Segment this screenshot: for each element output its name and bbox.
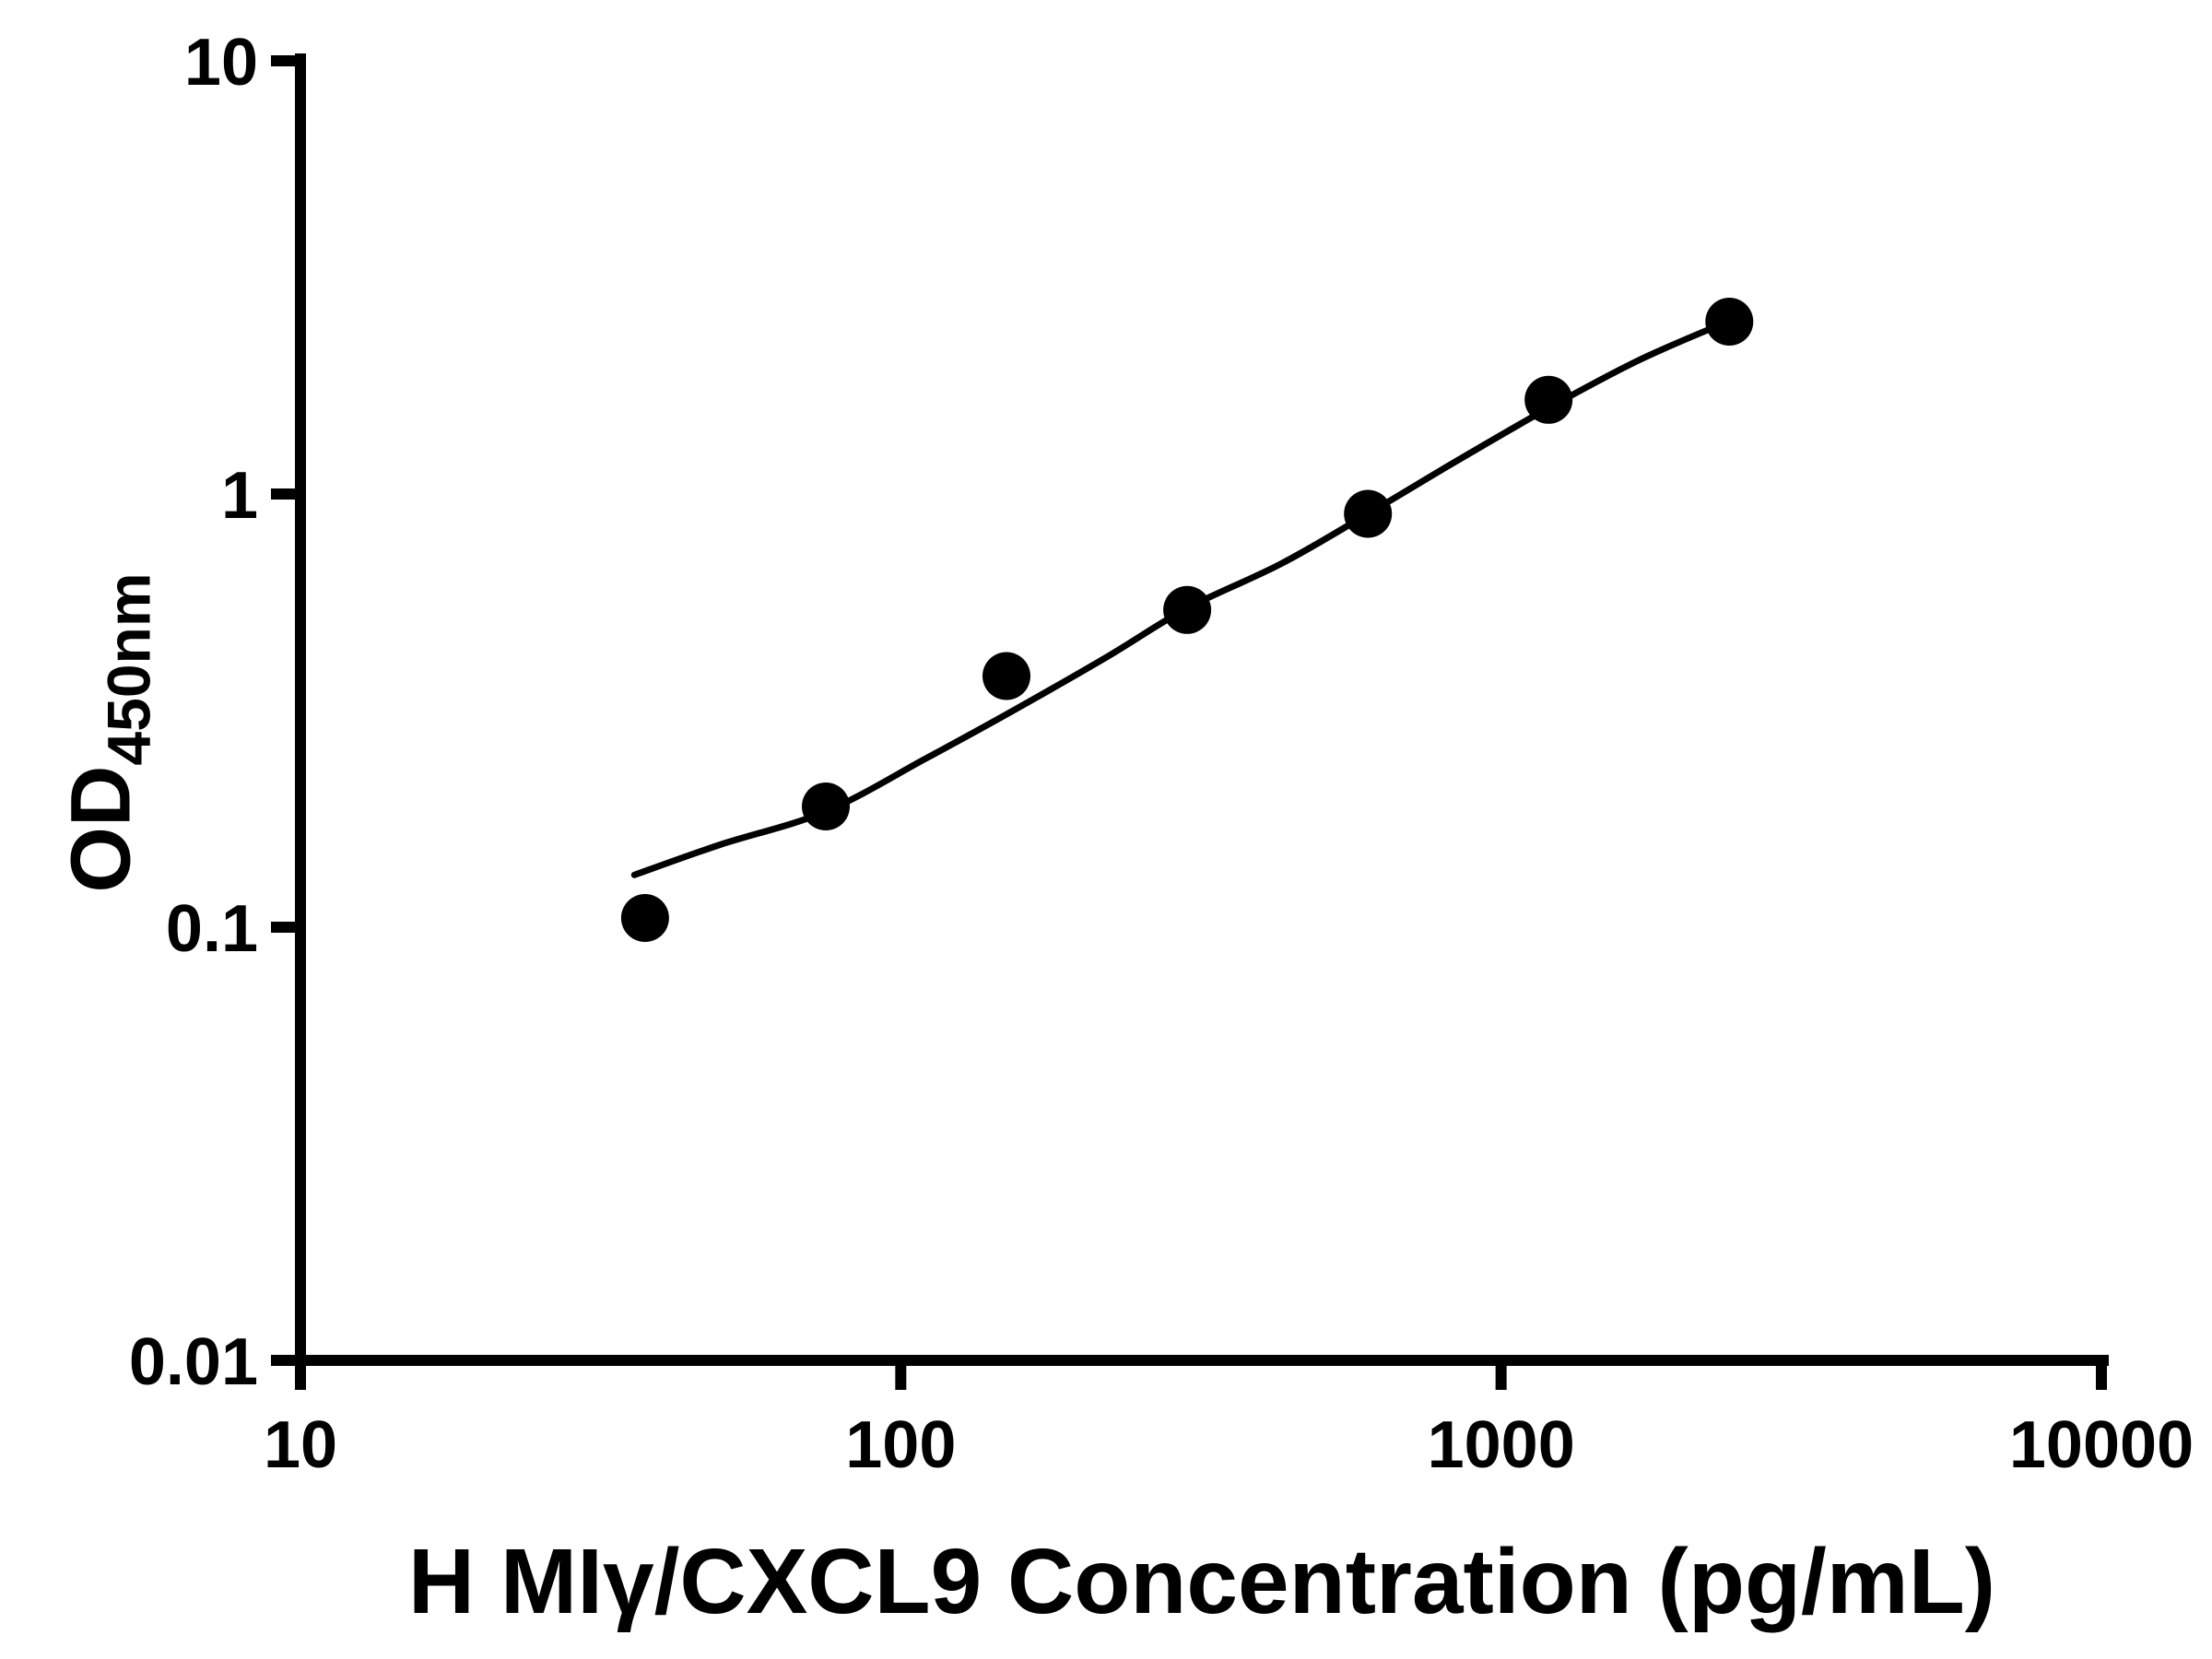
y-tick-label: 1: [221, 459, 258, 533]
y-tick-label: 10: [184, 26, 258, 100]
x-tick-label: 1000: [1428, 1408, 1575, 1482]
data-point: [1163, 585, 1212, 634]
data-point: [620, 894, 669, 942]
x-tick-label: 10000: [2009, 1408, 2194, 1482]
y-tick-label: 0.01: [129, 1325, 258, 1399]
y-tick-label: 0.1: [166, 892, 258, 966]
data-point: [982, 652, 1030, 700]
data-point: [1344, 489, 1393, 538]
data-point: [802, 782, 850, 830]
y-axis-title-main: OD: [53, 765, 148, 893]
y-axis-title-subscript: 450nm: [94, 572, 163, 766]
x-axis-title: H MIγ/CXCL9 Concentration (pg/mL): [407, 1530, 1996, 1633]
axes-spines: [295, 53, 2109, 1366]
x-tick-label: 10: [264, 1408, 337, 1482]
y-axis-title: OD450nm: [54, 572, 163, 892]
data-point: [1524, 375, 1573, 424]
x-tick-label: 100: [845, 1408, 956, 1482]
data-point: [1705, 298, 1754, 346]
